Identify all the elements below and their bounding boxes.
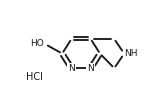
Text: HCl: HCl [26,72,43,82]
Text: N: N [68,64,75,73]
Text: HO: HO [30,39,44,48]
Text: NH: NH [124,49,138,58]
Text: N: N [87,64,94,73]
